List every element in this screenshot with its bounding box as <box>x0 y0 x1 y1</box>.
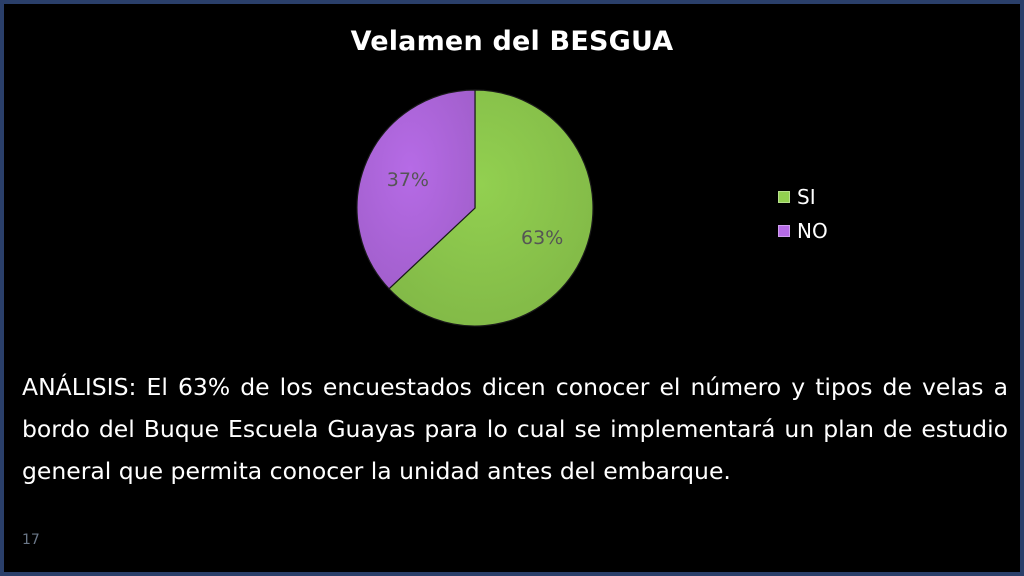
pie-slice-no <box>356 89 476 290</box>
analysis-text: ANÁLISIS: El 63% de los encuestados dice… <box>22 373 1008 485</box>
legend-label-no: NO <box>797 219 828 243</box>
chart-title: Velamen del BESGUA <box>350 26 674 57</box>
pie-chart: 63% 37% <box>356 89 594 327</box>
legend-swatch-si <box>778 191 790 203</box>
legend-label-si: SI <box>797 185 816 209</box>
data-label-no: 37% <box>387 169 429 191</box>
chart-legend: SI NO <box>778 180 828 248</box>
legend-item-no: NO <box>778 214 828 248</box>
slide-number: 17 <box>22 532 40 548</box>
legend-item-si: SI <box>778 180 828 214</box>
data-label-si: 63% <box>521 227 563 249</box>
legend-swatch-no <box>778 225 790 237</box>
pie-slice-si <box>388 89 594 327</box>
